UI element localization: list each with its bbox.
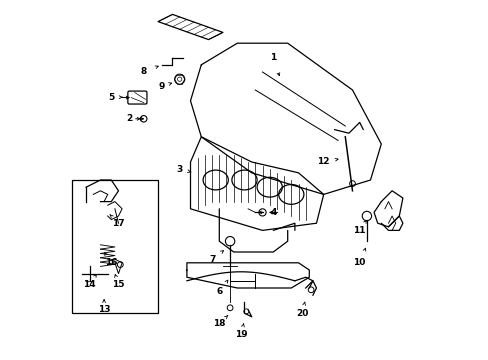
Text: 7: 7 bbox=[208, 255, 215, 264]
Text: 20: 20 bbox=[295, 309, 307, 318]
Bar bbox=[72, 180, 158, 313]
Text: 6: 6 bbox=[216, 287, 222, 296]
Text: 12: 12 bbox=[317, 157, 329, 166]
Text: 19: 19 bbox=[234, 330, 247, 339]
Text: 1: 1 bbox=[270, 53, 276, 62]
Circle shape bbox=[177, 77, 182, 81]
Text: 3: 3 bbox=[176, 165, 183, 174]
Text: 5: 5 bbox=[108, 93, 114, 102]
Text: 14: 14 bbox=[83, 280, 96, 289]
Text: 8: 8 bbox=[140, 68, 146, 77]
Text: 9: 9 bbox=[158, 82, 164, 91]
Text: 16: 16 bbox=[105, 258, 117, 267]
Text: 4: 4 bbox=[269, 208, 276, 217]
Text: 2: 2 bbox=[126, 114, 132, 123]
Text: 13: 13 bbox=[98, 305, 110, 314]
Text: 15: 15 bbox=[112, 280, 124, 289]
Text: 17: 17 bbox=[112, 219, 124, 228]
Text: 18: 18 bbox=[213, 320, 225, 328]
Text: 11: 11 bbox=[353, 226, 365, 235]
Text: 10: 10 bbox=[353, 258, 365, 267]
